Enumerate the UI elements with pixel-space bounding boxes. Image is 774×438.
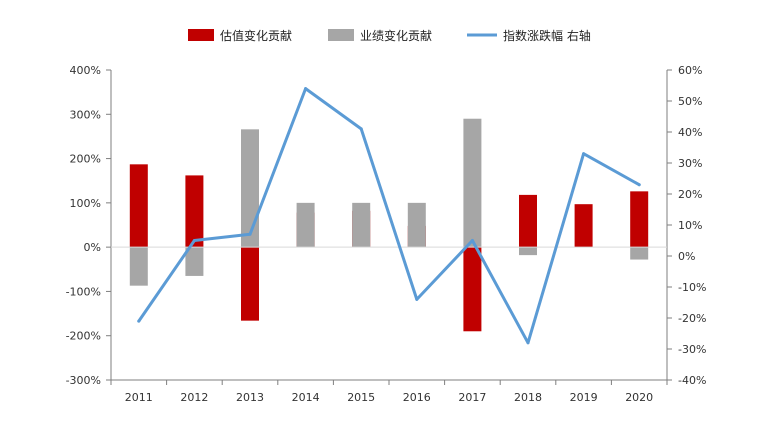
legend-label-2: 指数涨跌幅 右轴 — [503, 28, 591, 43]
legend-label-1: 业绩变化贡献 — [360, 28, 432, 43]
x-tick-label: 2013 — [236, 391, 264, 404]
right-tick-label: 60% — [678, 64, 702, 77]
bar-valuation-2018 — [519, 194, 537, 248]
legend-label-0: 估值变化贡献 — [220, 28, 292, 43]
bar-earnings-2018 — [519, 247, 537, 256]
x-tick-label: 2020 — [625, 391, 653, 404]
legend-swatch-1 — [328, 29, 354, 41]
left-tick-label: 100% — [70, 197, 101, 210]
right-tick-label: 10% — [678, 219, 702, 232]
index-change-point-2016 — [415, 297, 419, 301]
index-change-point-2019 — [582, 152, 586, 156]
bar-valuation-2012 — [185, 175, 204, 248]
x-tick-label: 2017 — [458, 391, 486, 404]
bar-earnings-2016 — [407, 202, 426, 248]
right-tick-label: -30% — [678, 343, 706, 356]
legend-swatch-0 — [188, 29, 214, 41]
left-tick-label: -100% — [66, 285, 101, 298]
x-tick-label: 2012 — [180, 391, 208, 404]
x-tick-label: 2011 — [125, 391, 153, 404]
left-tick-label: -300% — [66, 374, 101, 387]
left-tick-label: 200% — [70, 153, 101, 166]
bar-earnings-2013 — [241, 129, 259, 248]
bar-earnings-2017 — [463, 118, 482, 248]
right-tick-label: 0% — [678, 250, 695, 263]
x-tick-label: 2015 — [347, 391, 375, 404]
left-tick-label: 300% — [70, 108, 101, 121]
right-tick-label: -10% — [678, 281, 706, 294]
bar-valuation-2019 — [574, 204, 593, 248]
right-tick-label: -20% — [678, 312, 706, 325]
index-change-point-2017 — [470, 239, 474, 242]
index-change-point-2013 — [248, 232, 252, 236]
x-tick-label: 2019 — [570, 391, 598, 404]
bar-earnings-2011 — [129, 247, 148, 286]
index-change-point-2015 — [359, 127, 363, 131]
x-tick-label: 2016 — [403, 391, 431, 404]
right-tick-label: 50% — [678, 95, 702, 108]
right-tick-label: 20% — [678, 188, 702, 201]
x-tick-label: 2018 — [514, 391, 542, 404]
index-change-line — [137, 87, 641, 345]
index-change-point-2011 — [137, 319, 141, 323]
bar-earnings-2012 — [185, 247, 204, 276]
bar-earnings-2014 — [296, 202, 315, 248]
index-change-point-2014 — [304, 87, 308, 91]
right-tick-label: 30% — [678, 157, 702, 170]
right-tick-label: 40% — [678, 126, 702, 139]
x-tick-label: 2014 — [292, 391, 320, 404]
bar-valuation-2011 — [129, 164, 148, 248]
bar-valuation-2020 — [630, 191, 649, 248]
bar-valuation-2017 — [463, 247, 482, 332]
right-tick-label: -40% — [678, 374, 706, 387]
bar-valuation-2013 — [241, 247, 259, 321]
index-change-point-2018 — [526, 341, 530, 345]
left-tick-label: 400% — [70, 64, 101, 77]
index-change-point-2012 — [192, 239, 196, 242]
left-tick-label: 0% — [84, 241, 101, 254]
index-change-point-2020 — [637, 183, 641, 187]
bar-earnings-2020 — [630, 247, 649, 260]
left-tick-label: -200% — [66, 330, 101, 343]
bar-earnings-2015 — [352, 202, 371, 248]
